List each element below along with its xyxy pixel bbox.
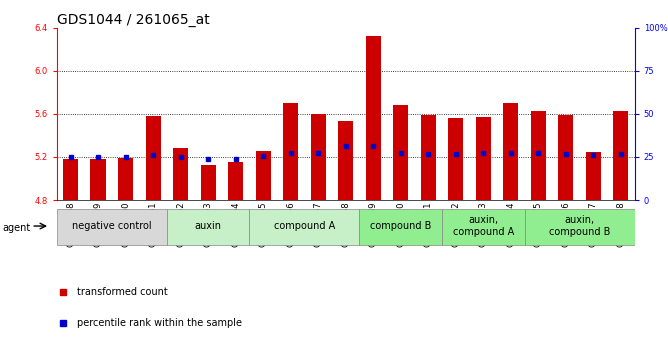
Bar [558,115,573,200]
Bar [359,209,442,245]
Bar [442,209,524,245]
Bar [256,150,271,200]
Bar [421,115,436,200]
Text: transformed count: transformed count [77,287,168,297]
Text: agent: agent [2,224,30,233]
Text: compound A: compound A [274,221,335,231]
Text: auxin,
compound A: auxin, compound A [453,215,514,237]
Text: negative control: negative control [72,221,152,231]
Bar [476,117,491,200]
Bar [531,111,546,200]
Bar [57,209,167,245]
Bar [118,158,133,200]
Text: auxin: auxin [194,221,222,231]
Bar [613,111,629,200]
Text: percentile rank within the sample: percentile rank within the sample [77,318,242,327]
Bar [200,165,216,200]
Text: auxin,
compound B: auxin, compound B [549,215,611,237]
Bar [311,114,326,200]
Bar [63,159,78,200]
Bar [524,209,635,245]
Bar [503,103,518,200]
Bar [338,121,353,200]
Bar [249,209,359,245]
Bar [173,148,188,200]
Bar [228,162,243,200]
Bar [586,151,601,200]
Bar [365,36,381,200]
Bar [167,209,249,245]
Bar [90,159,106,200]
Bar [393,105,408,200]
Bar [283,103,298,200]
Text: GDS1044 / 261065_at: GDS1044 / 261065_at [57,12,210,27]
Text: compound B: compound B [370,221,432,231]
Bar [146,116,160,200]
Bar [448,118,464,200]
